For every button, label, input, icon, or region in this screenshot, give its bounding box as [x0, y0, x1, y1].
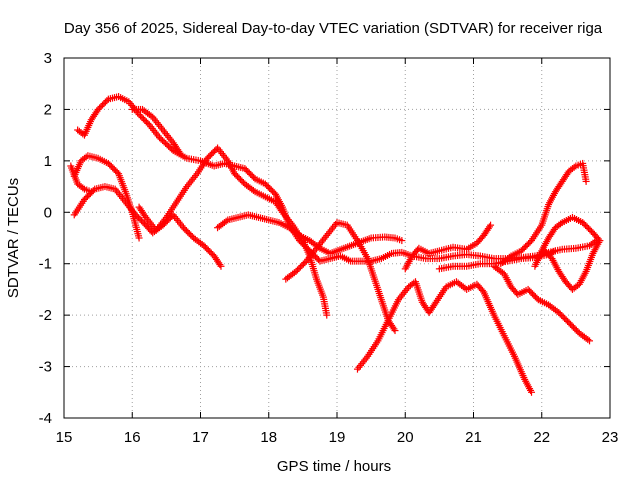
data-point: [398, 237, 406, 245]
data-point: [141, 212, 149, 220]
x-tick-labels: 15 16 17 18 19 20 21 22 23: [56, 429, 619, 446]
x-axis-label: GPS time / hours: [277, 458, 391, 475]
data-point: [277, 207, 285, 215]
data-point: [550, 248, 558, 256]
data-point: [596, 237, 604, 245]
x-tick-label: 21: [465, 429, 482, 446]
y-tick-label: 1: [44, 153, 52, 170]
data-point: [175, 147, 183, 155]
data-point: [147, 112, 155, 120]
series-track-h: [282, 219, 399, 335]
data-point: [390, 325, 398, 333]
y-tick-labels: -4 -3 -2 -1 0 1 2 3: [39, 50, 52, 427]
data-point: [582, 177, 590, 185]
series-track-o: [534, 237, 604, 293]
data-point: [505, 253, 513, 261]
x-tick-label: 22: [533, 429, 550, 446]
data-point: [557, 220, 565, 228]
series-track-d: [67, 162, 95, 196]
series-track-e: [135, 144, 331, 319]
data-point: [222, 217, 230, 225]
data-point: [485, 223, 493, 231]
x-tick-label: 20: [397, 429, 414, 446]
x-tick-label: 16: [124, 429, 141, 446]
y-tick-label: -3: [39, 359, 52, 376]
x-tick-label: 19: [329, 429, 346, 446]
data-point: [391, 327, 399, 335]
data-point: [216, 261, 224, 269]
data-point: [533, 294, 541, 302]
data-point: [294, 230, 302, 238]
data-point: [217, 262, 225, 270]
y-tick-label: -2: [39, 307, 52, 324]
y-tick-label: 0: [44, 204, 52, 221]
x-tick-label: 17: [192, 429, 209, 446]
data-markers: [67, 93, 604, 396]
data-point: [431, 300, 439, 308]
grid-lines: [64, 58, 610, 418]
data-point: [551, 247, 559, 255]
data-point: [487, 221, 495, 229]
y-tick-label: -1: [39, 256, 52, 273]
data-point: [176, 149, 184, 157]
data-point: [79, 184, 87, 192]
series-track-j: [401, 221, 495, 273]
data-point: [323, 311, 331, 319]
axis-ticks: [63, 57, 611, 419]
data-point: [570, 163, 578, 171]
x-tick-label: 15: [56, 429, 73, 446]
y-tick-label: -4: [39, 410, 52, 427]
chart-title: Day 356 of 2025, Sidereal Day-to-day VTE…: [64, 20, 603, 37]
series-track-m: [497, 159, 590, 268]
data-point: [586, 337, 594, 345]
series-track-l: [490, 262, 594, 345]
series-track-f: [128, 105, 184, 157]
data-point: [103, 97, 111, 105]
data-point: [250, 173, 258, 181]
series-track-i: [353, 278, 536, 396]
x-tick-label: 18: [260, 429, 277, 446]
data-point: [249, 186, 257, 194]
data-point: [87, 188, 95, 196]
data-point: [584, 336, 592, 344]
y-axis-label: SDTVAR / TECUs: [5, 178, 22, 298]
x-tick-label: 23: [602, 429, 619, 446]
data-point: [135, 234, 143, 242]
y-tick-label: 2: [44, 101, 52, 118]
data-point: [528, 388, 536, 396]
y-tick-label: 3: [44, 50, 52, 67]
